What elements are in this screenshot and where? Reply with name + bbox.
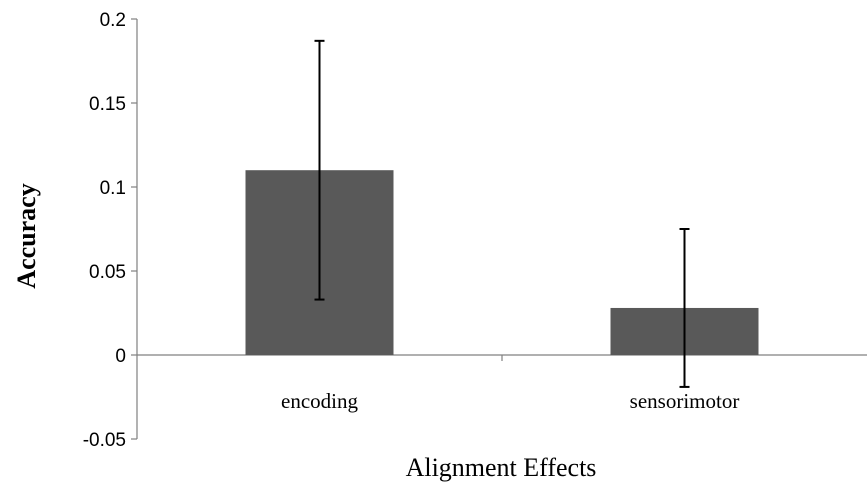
y-tick-label: 0.1 xyxy=(100,178,126,199)
y-tick-label: 0.15 xyxy=(89,94,126,115)
y-axis-title: Accuracy xyxy=(12,183,41,288)
category-labels: encoding sensorimotor xyxy=(281,389,739,413)
y-tick-label: 0.2 xyxy=(100,10,126,31)
x-axis xyxy=(137,354,867,361)
x-category-label: sensorimotor xyxy=(630,389,740,413)
x-category-label: encoding xyxy=(281,389,358,413)
y-axis xyxy=(131,18,138,440)
error-bars xyxy=(314,39,690,388)
x-axis-title: Alignment Effects xyxy=(406,453,597,482)
bars xyxy=(245,170,759,355)
y-tick-labels: -0.05 0 0.05 0.1 0.15 0.2 xyxy=(83,10,126,451)
y-tick-label: 0 xyxy=(115,346,126,367)
y-tick-label: -0.05 xyxy=(83,430,126,451)
y-tick-label: 0.05 xyxy=(89,262,126,283)
